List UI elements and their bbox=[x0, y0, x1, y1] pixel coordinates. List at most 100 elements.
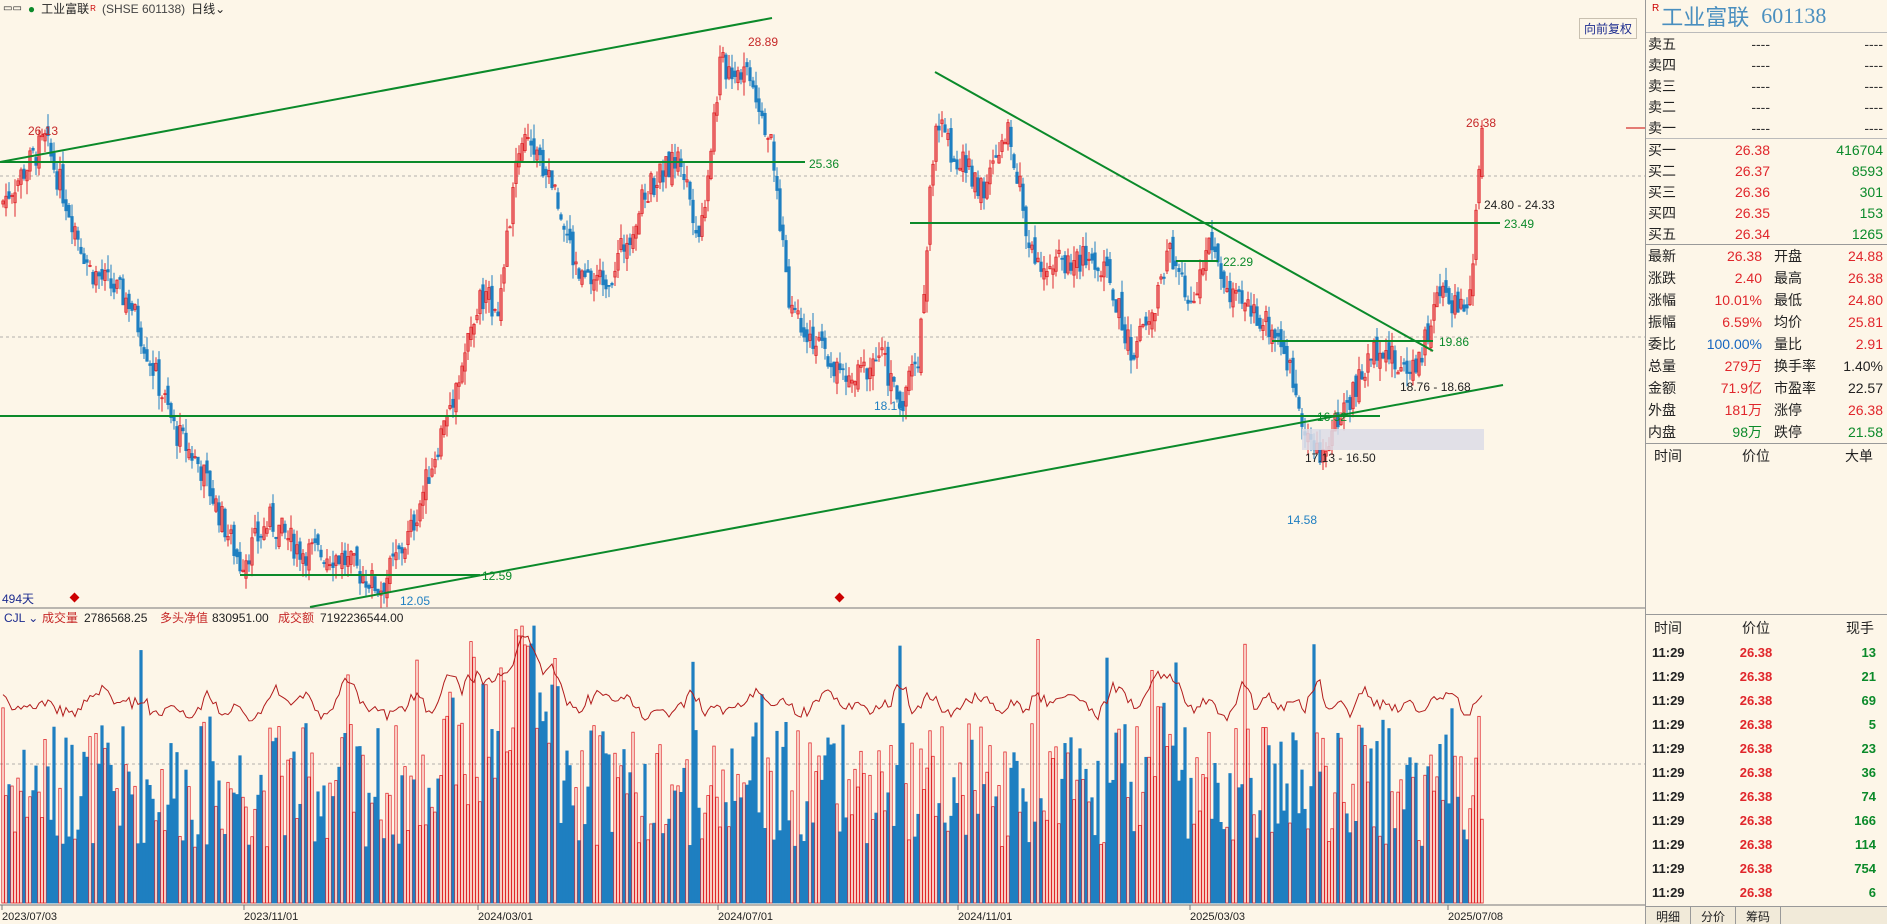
stat-k: 内盘 bbox=[1648, 424, 1676, 440]
candle-body bbox=[499, 288, 503, 321]
tick-row: 11:29 26.38 36 bbox=[1646, 760, 1887, 784]
label-range-2480: 24.80 - 24.33 bbox=[1484, 198, 1555, 212]
candle-body bbox=[931, 163, 935, 186]
candle-body bbox=[586, 269, 590, 273]
volume-bar bbox=[712, 745, 716, 904]
volume-bar bbox=[529, 643, 533, 904]
volume-bar bbox=[355, 746, 359, 904]
tab-2[interactable]: 分价 bbox=[1691, 907, 1737, 924]
volume-bar bbox=[589, 730, 593, 904]
candle-body bbox=[88, 265, 92, 267]
restore-rights-button[interactable]: 向前复权 bbox=[1578, 18, 1637, 39]
x-axis-date: 2023/07/03 bbox=[2, 911, 57, 923]
volume-bar bbox=[46, 766, 50, 904]
volume-bar bbox=[1189, 777, 1193, 904]
candle-body bbox=[625, 242, 629, 259]
candle-body bbox=[829, 363, 833, 368]
candle-body bbox=[1099, 275, 1103, 278]
candle-body bbox=[313, 538, 317, 544]
candle-body bbox=[835, 361, 839, 384]
volume-bar bbox=[13, 831, 17, 904]
volume-bar bbox=[571, 805, 575, 904]
volume-bar bbox=[265, 846, 269, 904]
level-price: ---- bbox=[1751, 56, 1770, 73]
tick-v: 23 bbox=[1861, 740, 1876, 756]
volume-bar bbox=[1225, 826, 1229, 904]
candle-body bbox=[814, 345, 818, 356]
volume-bar bbox=[1249, 777, 1253, 904]
candle-body bbox=[919, 318, 923, 373]
volume-bar bbox=[352, 811, 356, 904]
volume-bar bbox=[577, 840, 581, 904]
candle-body bbox=[1252, 304, 1256, 314]
candle-body bbox=[133, 304, 137, 310]
ask-row-4: 卖二 ---- ---- bbox=[1646, 96, 1887, 117]
candle-body bbox=[943, 124, 947, 133]
candle-body bbox=[484, 291, 488, 303]
candle-body bbox=[589, 270, 593, 285]
tab-3[interactable]: 筹码 bbox=[1736, 907, 1782, 924]
window-icon[interactable]: ▭▭ bbox=[3, 3, 22, 14]
candle-body bbox=[175, 426, 179, 446]
candle-body bbox=[1285, 345, 1289, 371]
volume-bar bbox=[58, 787, 62, 904]
volume-bar bbox=[1366, 781, 1370, 904]
candle-body bbox=[469, 326, 473, 340]
volume-bar bbox=[685, 759, 689, 904]
volume-bar bbox=[811, 822, 815, 904]
candle-body bbox=[163, 393, 167, 395]
net-label: 多头净值 bbox=[160, 610, 208, 625]
tab-1[interactable]: 明细 bbox=[1646, 907, 1692, 924]
candle-body bbox=[43, 133, 47, 142]
candle-body bbox=[1111, 289, 1115, 301]
candle-body bbox=[757, 98, 761, 112]
candle-body bbox=[433, 458, 437, 468]
kline-chart-area[interactable]: 26.13 28.89 26.38 25.36 23.49 24.80 - 24.33 22… bbox=[0, 0, 1645, 924]
volume-bar bbox=[1390, 791, 1394, 904]
bid-row-5: 买五 26.34 1265 bbox=[1646, 223, 1887, 244]
volume-bar bbox=[553, 658, 557, 904]
indicator-selector[interactable]: CJL ⌄ bbox=[4, 611, 38, 625]
volume-bar bbox=[982, 784, 986, 904]
kline-svg[interactable]: 26.13 28.89 26.38 25.36 23.49 24.80 - 24.33 22… bbox=[0, 0, 1645, 924]
period-selector[interactable]: 日线⌄ bbox=[191, 2, 226, 16]
volume-bar bbox=[1258, 810, 1262, 904]
tick-p: 26.38 bbox=[1739, 740, 1773, 756]
candle-body bbox=[127, 293, 131, 310]
volume-bar bbox=[199, 726, 203, 904]
candle-body bbox=[232, 524, 236, 556]
volume-bar bbox=[418, 825, 422, 904]
volume-bar bbox=[1039, 798, 1043, 904]
candle-body bbox=[646, 201, 650, 203]
candle-body bbox=[784, 240, 788, 273]
candle-body bbox=[1339, 418, 1343, 426]
volume-bar bbox=[814, 771, 818, 904]
candle-body bbox=[199, 466, 203, 481]
candle-body bbox=[1474, 209, 1478, 260]
candle-body bbox=[337, 555, 341, 564]
volume-bar bbox=[1276, 823, 1280, 904]
candle-body bbox=[862, 361, 866, 367]
volume-bar bbox=[1105, 657, 1109, 904]
volume-bar bbox=[457, 724, 461, 904]
candle-body bbox=[304, 556, 308, 566]
candle-body bbox=[961, 151, 965, 172]
candle-body bbox=[1480, 127, 1484, 178]
volume-bar bbox=[1138, 824, 1142, 904]
volume-bar bbox=[1462, 829, 1466, 904]
volume-bar bbox=[268, 727, 272, 904]
stat-k2: 换手率 bbox=[1774, 358, 1816, 374]
volume-bar bbox=[709, 785, 713, 904]
candle-body bbox=[22, 168, 26, 179]
volume-bar bbox=[682, 767, 686, 904]
tick-list[interactable]: 时间 价位 现手 11:29 26.38 13 11:29 26.38 21 11:29 26.38… bbox=[1646, 614, 1887, 904]
candle-body bbox=[172, 416, 176, 422]
volume-bar bbox=[118, 825, 122, 904]
candle-body bbox=[442, 420, 446, 435]
volume-bar bbox=[430, 806, 434, 904]
volume-bar bbox=[226, 781, 230, 904]
header-cell: 时间 bbox=[1654, 619, 1682, 636]
volume-bar bbox=[1126, 797, 1130, 904]
stat-val2: 26.38 bbox=[1847, 402, 1883, 418]
candle-body bbox=[1042, 268, 1046, 280]
